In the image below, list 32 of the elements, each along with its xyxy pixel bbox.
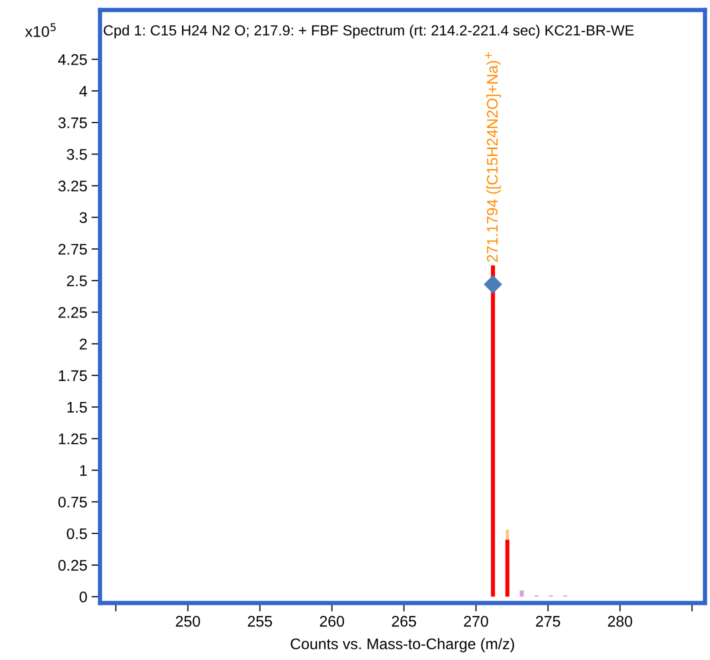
y-tick-label: 3 (80, 212, 87, 224)
y-tick-label: 1 (80, 465, 87, 476)
y-tick-label: 1.75 (58, 370, 87, 382)
y-axis-title: x10$^{5}$ (25, 23, 56, 37)
y-tick-label: 3.5 (66, 149, 87, 160)
x-tick-label: 270 (464, 616, 488, 627)
y-tick-label: 1.25 (58, 433, 87, 444)
y-tick-label: 4.25 (58, 54, 87, 65)
bar (490, 265, 495, 597)
y-tick-label: 0.25 (58, 560, 87, 571)
x-axis-title: Counts vs. Mass-to-Charge (m/z) (290, 638, 514, 652)
y-tick-label: 0 (80, 592, 87, 602)
y-tick-label: 1.5 (67, 402, 87, 413)
y-tick-label: 3.75 (58, 117, 87, 128)
y-tick-label: 4 (79, 86, 88, 96)
text: Cpd 1: C15 H24 N2 O; 217.9: + FBF Spectrum (rt: 214.2-221.4 sec) KC21-BR-WE (104, 24, 634, 38)
x-tick-label: 255 (248, 616, 272, 627)
x-tick-label: 275 (536, 616, 560, 627)
y-tick-label: 2 (80, 338, 87, 350)
annotation: 271.1794 ([C15H24N2O]+Na)$^{+}$ (485, 52, 501, 262)
y-tick-label: 2.25 (58, 307, 87, 318)
y-tick-label: 2.75 (58, 244, 87, 255)
bar (520, 590, 524, 597)
y-tick-label: 0.5 (66, 528, 87, 540)
x-tick-label: 260 (320, 616, 344, 627)
x-tick-label: 280 (608, 616, 632, 627)
x-tick-label: 250 (176, 616, 200, 627)
y-tick-label: 3.25 (58, 180, 87, 192)
x-tick-label: 265 (392, 616, 416, 627)
y-tick-label: 0.75 (58, 496, 87, 508)
bar (505, 540, 510, 597)
y-tick-label: 2.5 (67, 275, 87, 286)
